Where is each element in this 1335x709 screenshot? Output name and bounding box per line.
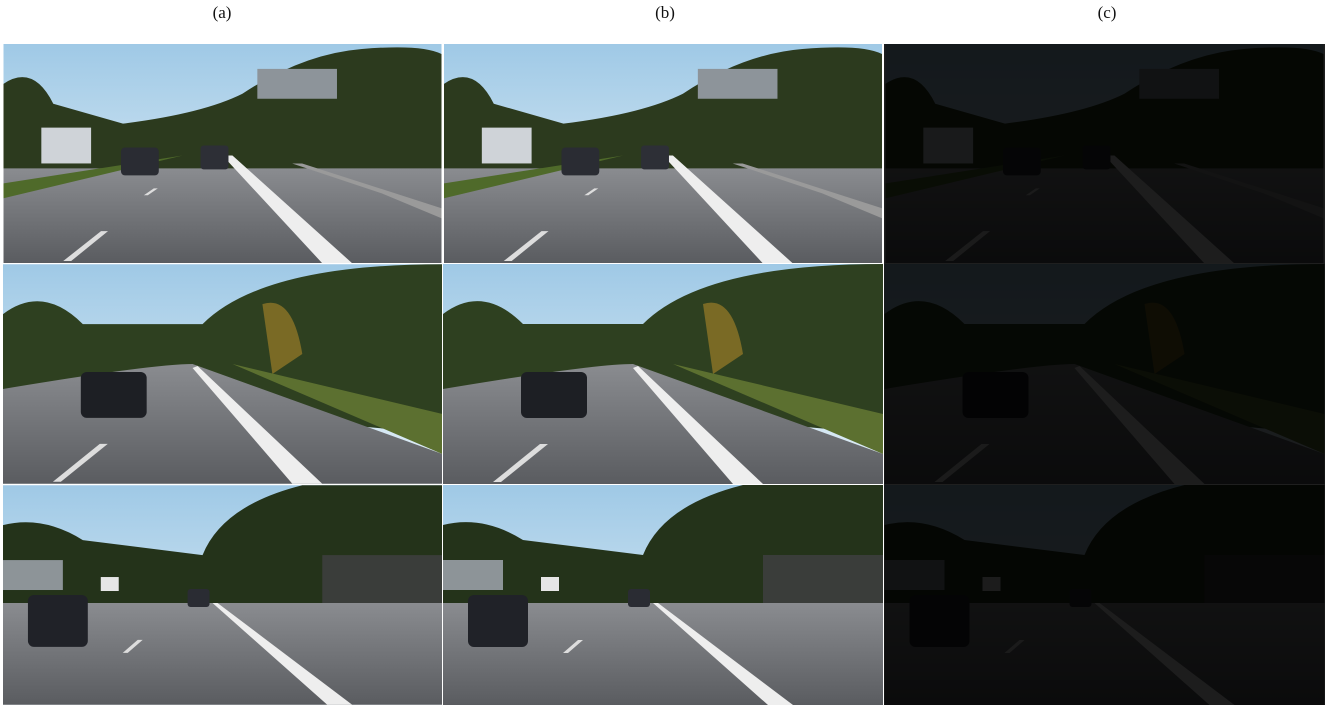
- photo: [3, 264, 442, 484]
- photo: [443, 264, 883, 484]
- column-label: (b): [655, 3, 675, 22]
- column-label: (c): [1098, 3, 1117, 22]
- column-label: (a): [213, 3, 232, 22]
- photo: [3, 485, 442, 705]
- photo: [444, 44, 882, 263]
- photo: [3, 44, 442, 263]
- dark-overlay: [884, 44, 1325, 705]
- difference-column: [884, 44, 1325, 705]
- photo: [443, 485, 883, 705]
